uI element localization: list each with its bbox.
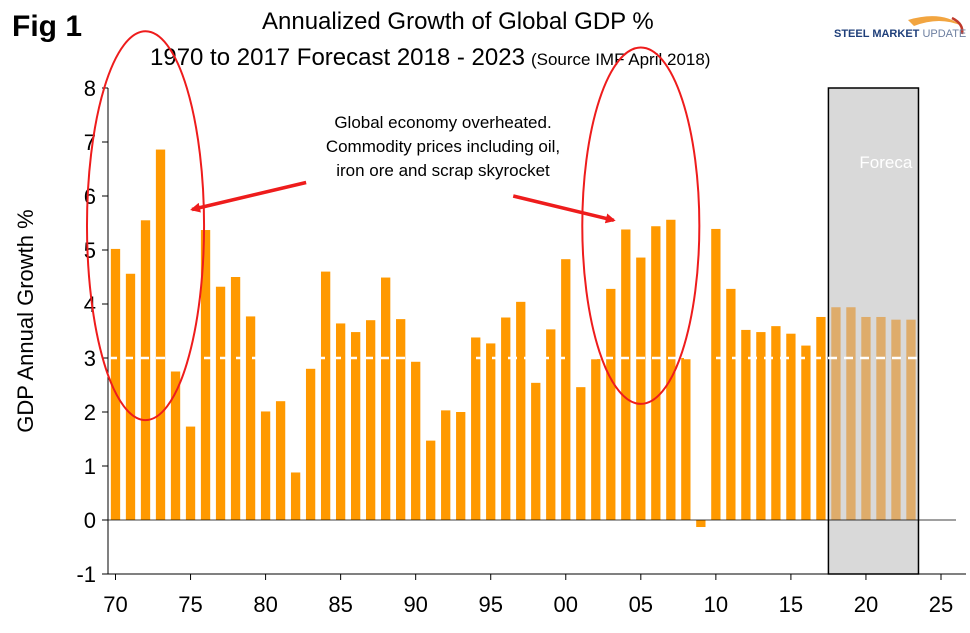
bar-actual-2002 [591, 359, 601, 520]
bar-actual-1986 [350, 332, 361, 520]
highlight-ellipse-mid-2000s [581, 46, 701, 405]
y-tick-label: 0 [84, 508, 96, 533]
x-tick-label: 05 [629, 592, 653, 617]
bar-actual-1992 [441, 410, 451, 520]
x-tick-label: 70 [103, 592, 127, 617]
bar-actual-2015 [786, 333, 796, 520]
forecast-region [827, 87, 920, 575]
bar-actual-1980 [260, 411, 271, 520]
highlight-ellipse-early-70s [85, 30, 206, 422]
bar-actual-1990 [411, 361, 421, 520]
x-tick-label: 15 [779, 592, 803, 617]
bar-actual-1988 [381, 277, 391, 520]
bar-forecast-2023 [906, 319, 916, 520]
bar-actual-1998 [531, 382, 541, 520]
arrow-to-2000s [512, 194, 616, 224]
x-tick-label: 75 [178, 592, 202, 617]
bar-actual-1984 [320, 271, 331, 520]
logo-text: STEEL MARKET UPDATE [834, 28, 966, 40]
bar-actual-1970 [110, 248, 121, 521]
annotation-line-2: Commodity prices including oil, [326, 137, 560, 156]
logo-market: MARKET [872, 28, 920, 40]
bar-actual-2003 [606, 288, 616, 520]
arrow-to-70s [190, 180, 307, 213]
y-tick-label: 2 [84, 400, 96, 425]
chart-title: Annualized Growth of Global GDP % [262, 8, 654, 35]
bar-actual-1999 [546, 329, 556, 520]
chart-subtitle-years: 1970 to 2017 Forecast 2018 - 2023 [150, 44, 525, 71]
bar-actual-2004 [621, 229, 631, 521]
bar-actual-1978 [230, 277, 241, 520]
bar-forecast-2022 [891, 319, 901, 520]
bar-actual-1973 [155, 149, 166, 520]
y-tick-label: 3 [84, 346, 96, 371]
bar-actual-1974 [170, 371, 181, 520]
bar-actual-1996 [501, 317, 511, 520]
x-tick-label: 90 [403, 592, 427, 617]
logo-update: UPDATE [922, 28, 967, 40]
bar-actual-1977 [215, 286, 226, 520]
bar-actual-1987 [366, 320, 376, 520]
bar-actual-1976 [200, 230, 211, 520]
bar-actual-2001 [576, 387, 586, 520]
x-tick-label: 95 [478, 592, 502, 617]
bar-actual-2000 [561, 259, 571, 520]
bar-actual-2013 [756, 332, 766, 520]
bar-forecast-2021 [876, 316, 886, 520]
logo-steel: STEEL [834, 28, 870, 40]
y-tick-label: -1 [76, 562, 96, 587]
y-tick-label: 5 [84, 238, 96, 263]
forecast-label: Foreca [859, 153, 912, 172]
bar-actual-1982 [290, 472, 301, 520]
bar-actual-2005 [636, 257, 646, 520]
bar-actual-2008 [681, 358, 691, 520]
x-tick-label: 80 [253, 592, 277, 617]
x-tick-label: 00 [554, 592, 578, 617]
bar-actual-1995 [486, 343, 496, 520]
bar-actual-2006 [651, 226, 661, 521]
logo-swoosh-red [951, 16, 964, 35]
bar-actual-2014 [771, 326, 781, 520]
y-tick-label: 1 [84, 454, 96, 479]
bar-actual-2012 [741, 329, 751, 520]
annotation-line-1: Global economy overheated. [334, 113, 551, 132]
bar-forecast-2020 [861, 316, 871, 520]
bar-actual-1979 [245, 316, 256, 520]
bar-actual-2009 [696, 520, 706, 528]
annotation-line-3: iron ore and scrap skyrocket [336, 161, 550, 180]
y-tick-label: 6 [84, 184, 96, 209]
bar-actual-2016 [801, 345, 811, 520]
bar-forecast-2019 [846, 307, 856, 520]
bar-actual-2007 [666, 219, 676, 520]
bar-actual-1997 [516, 301, 526, 520]
y-axis-title: GDP Annual Growth % [13, 209, 38, 432]
bar-actual-2017 [816, 316, 826, 520]
bar-actual-1971 [125, 273, 136, 520]
bar-actual-1991 [426, 440, 436, 520]
x-tick-label: 10 [704, 592, 728, 617]
y-tick-label: 8 [84, 76, 96, 101]
bar-actual-1994 [471, 337, 481, 520]
bar-actual-1975 [185, 426, 196, 520]
x-tick-label: 85 [328, 592, 352, 617]
bar-actual-1972 [140, 220, 151, 521]
logo-swoosh-icon [908, 16, 964, 35]
figure-label: Fig 1 [12, 10, 83, 43]
x-tick-label: 20 [854, 592, 878, 617]
bar-actual-1983 [305, 368, 316, 520]
bar-actual-2011 [726, 288, 736, 520]
bar-actual-1985 [335, 323, 346, 520]
bar-actual-1981 [275, 401, 286, 520]
bar-actual-1993 [456, 412, 466, 520]
bar-actual-1989 [396, 319, 406, 520]
logo-swoosh-orange [908, 16, 962, 26]
x-tick-label: 25 [929, 592, 953, 617]
bar-forecast-2018 [831, 307, 841, 520]
bar-actual-2010 [711, 228, 721, 520]
steel-market-update-logo [812, 12, 968, 62]
